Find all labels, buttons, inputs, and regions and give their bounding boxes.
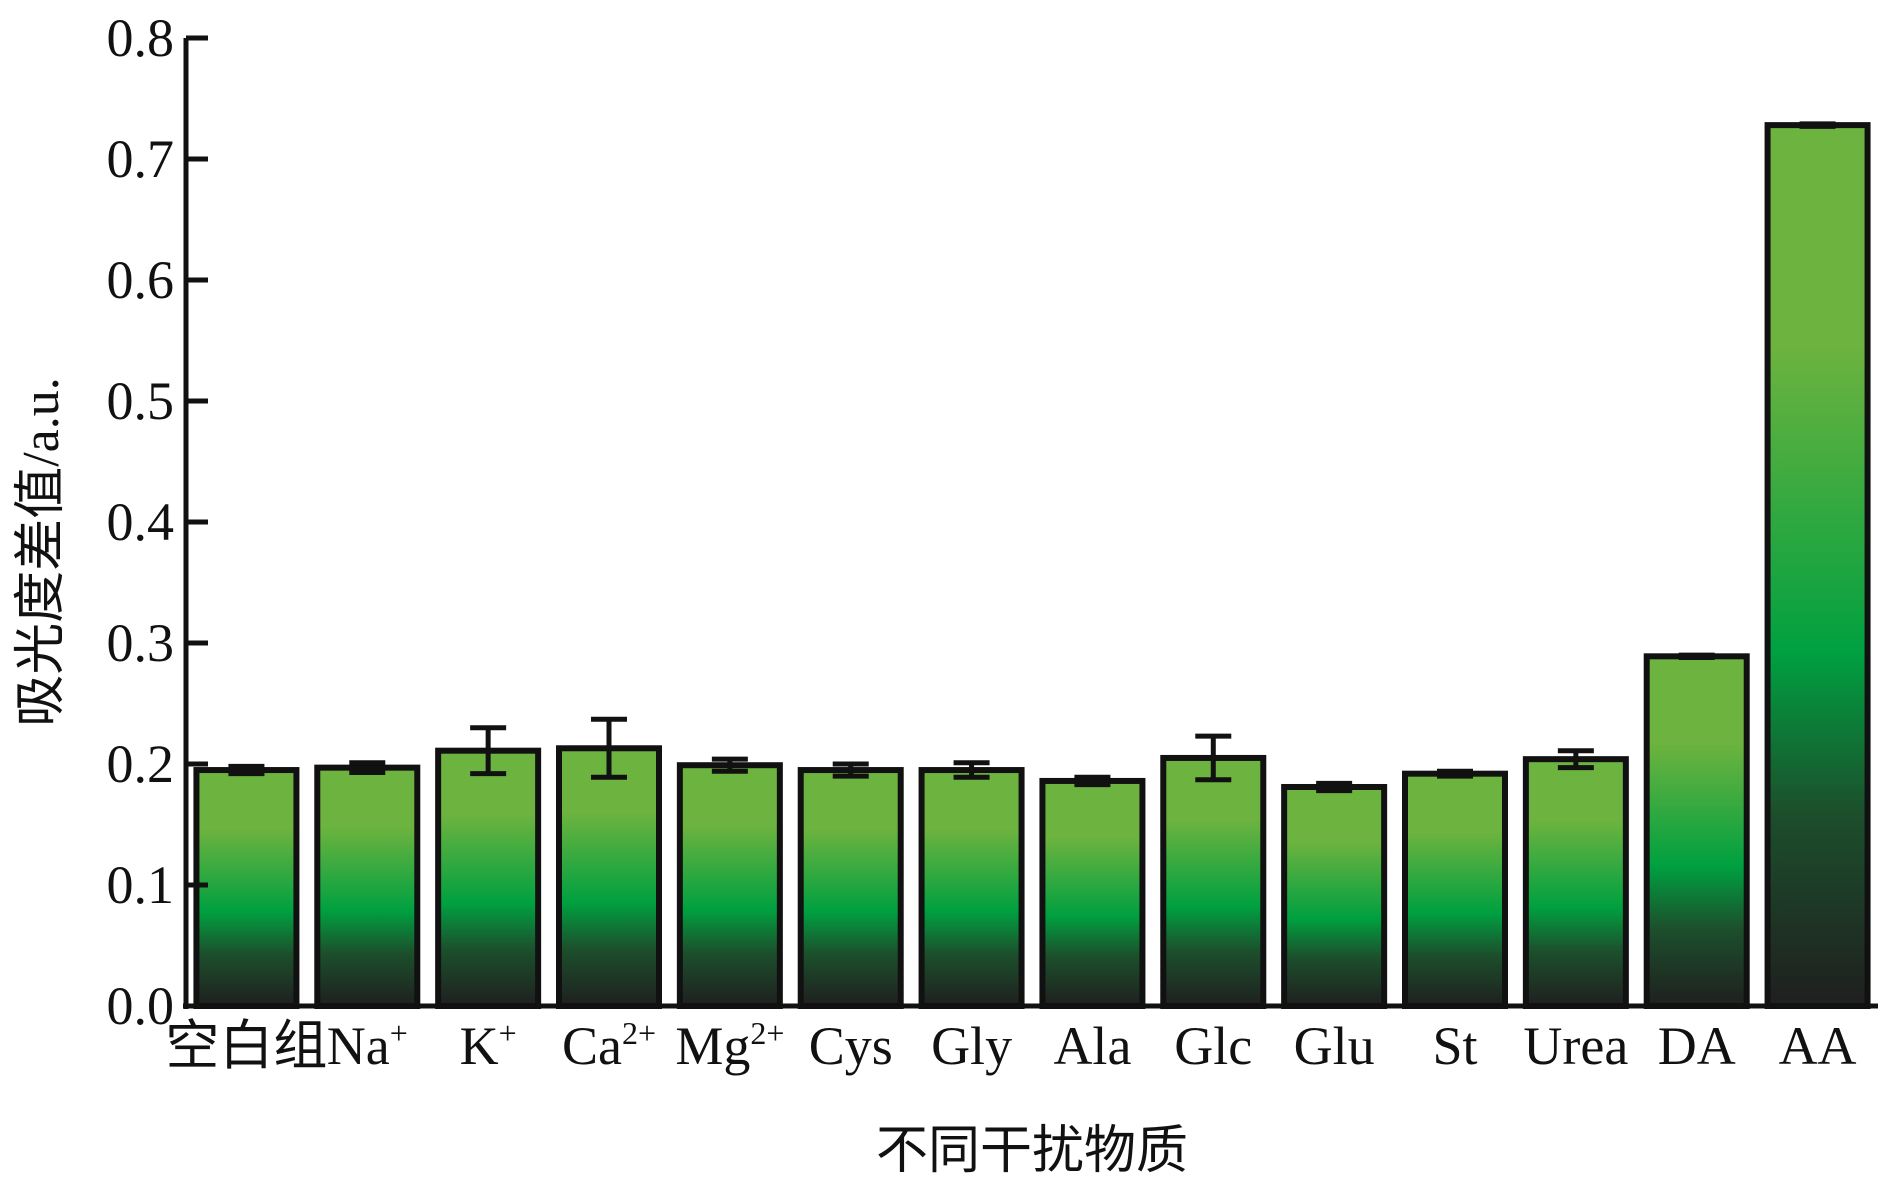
bar bbox=[1764, 122, 1871, 1010]
axes-layer bbox=[183, 35, 1878, 1009]
bar bbox=[918, 767, 1025, 1009]
y-tick-label: 0.2 bbox=[107, 734, 175, 794]
bar bbox=[1643, 653, 1750, 1009]
x-tick-label: Glu bbox=[1294, 1016, 1375, 1076]
x-tick-label: Ca2+ bbox=[562, 1015, 656, 1076]
error-bar bbox=[470, 725, 507, 777]
error-bar bbox=[1678, 652, 1715, 661]
x-tick-label: St bbox=[1432, 1016, 1477, 1076]
bar bbox=[556, 745, 662, 1010]
x-tick-label: K+ bbox=[460, 1015, 517, 1076]
y-tick-label: 0.1 bbox=[107, 855, 175, 915]
x-tick-label: Glc bbox=[1174, 1016, 1252, 1076]
bar bbox=[193, 767, 300, 1009]
error-bar bbox=[1195, 733, 1232, 783]
y-tick-label: 0.6 bbox=[107, 250, 175, 310]
x-tick-label: Urea bbox=[1523, 1016, 1628, 1076]
error-bar bbox=[711, 756, 748, 774]
x-tick-label: 空白组 bbox=[165, 1016, 327, 1076]
y-tick-label: 0.8 bbox=[107, 8, 175, 68]
error-bar bbox=[953, 760, 990, 780]
x-tick-label: Mg2+ bbox=[675, 1015, 784, 1076]
x-tick-label: DA bbox=[1658, 1016, 1736, 1076]
y-tick-label: 0.4 bbox=[107, 492, 175, 552]
y-tick-label: 0.5 bbox=[107, 371, 175, 431]
y-tick-label: 0.0 bbox=[107, 976, 175, 1036]
bar bbox=[1160, 754, 1267, 1010]
bars-layer bbox=[193, 121, 1871, 1010]
y-tick-label: 0.3 bbox=[107, 613, 175, 673]
bar bbox=[435, 747, 542, 1009]
error-bar bbox=[1799, 121, 1836, 129]
bar bbox=[1402, 770, 1508, 1009]
bar bbox=[676, 762, 783, 1010]
error-bar bbox=[591, 716, 627, 780]
bar bbox=[1281, 783, 1388, 1009]
bar bbox=[1039, 777, 1146, 1009]
x-tick-label: Cys bbox=[809, 1016, 893, 1076]
labels-layer: 空白组 Na+ K+ Ca2+ Mg2+ Cys Gly Ala Glc Glu St Urea DA A… bbox=[107, 8, 1857, 1076]
x-axis-title: 不同干扰物质 bbox=[876, 1123, 1188, 1180]
error-bar bbox=[1074, 774, 1111, 788]
bar bbox=[797, 767, 904, 1009]
bar bbox=[314, 764, 421, 1009]
x-tick-label: Na+ bbox=[327, 1015, 408, 1076]
error-bar bbox=[349, 760, 386, 775]
error-bar bbox=[832, 761, 869, 779]
y-tick-label: 0.7 bbox=[107, 129, 175, 189]
error-bar bbox=[1437, 768, 1473, 779]
y-axis-title: 吸光度差值/a.u. bbox=[13, 377, 70, 727]
error-bar bbox=[228, 763, 265, 777]
bar bbox=[1522, 756, 1629, 1009]
error-bar bbox=[1557, 748, 1594, 771]
x-tick-label: Gly bbox=[931, 1016, 1012, 1076]
x-tick-label: Ala bbox=[1053, 1016, 1131, 1076]
x-tick-label: AA bbox=[1779, 1016, 1857, 1076]
error-bar bbox=[1316, 780, 1353, 794]
